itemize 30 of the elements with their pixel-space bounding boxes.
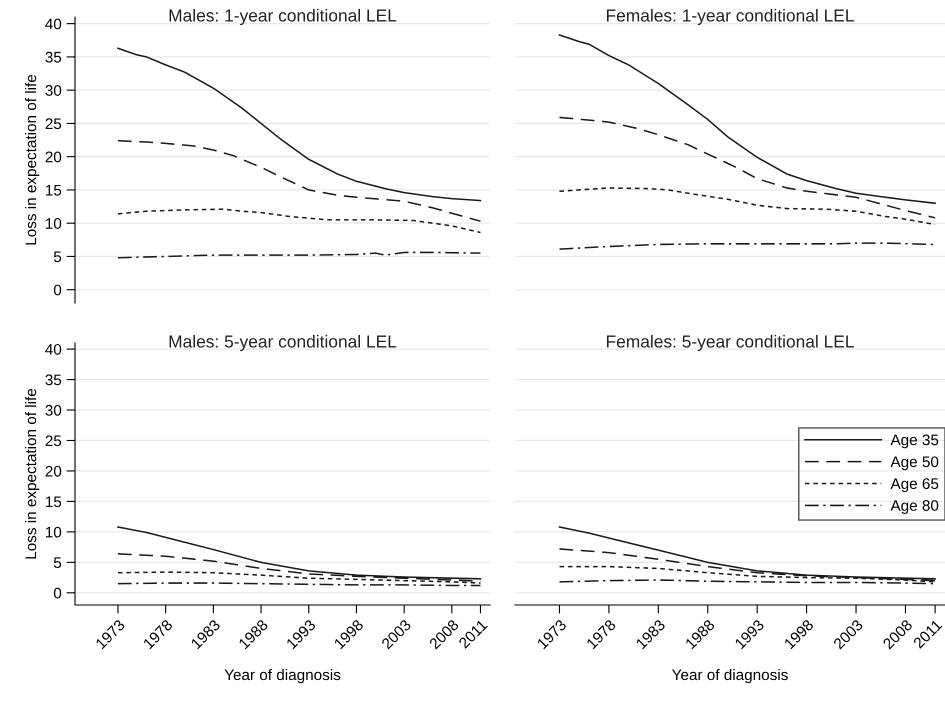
- legend-label: Age 35: [890, 434, 938, 448]
- legend-label: Age 80: [890, 500, 938, 514]
- y-tick-label: 20: [46, 152, 62, 162]
- y-tick-label: 40: [45, 18, 62, 30]
- y-tick-label: 10: [46, 218, 62, 229]
- y-tick-label: 25: [46, 118, 62, 130]
- chart-title: Females: 1-year conditional LEL: [606, 8, 854, 26]
- chart-title: Males: 1-year conditional LEL: [170, 8, 396, 26]
- chart-title: Males: 5-year conditional LEL: [170, 334, 396, 352]
- y-tick-label: 10: [46, 526, 62, 538]
- y-axis-title: Loss in expectation of life: [25, 388, 40, 559]
- y-tick-label: 5: [54, 557, 62, 568]
- y-tick-label: 35: [45, 52, 62, 63]
- y-tick-label: 35: [45, 374, 62, 386]
- legend-label: Age 65: [890, 478, 938, 492]
- y-tick-label: 40: [45, 344, 62, 355]
- y-axis-title: Loss in expectation of life: [25, 74, 40, 245]
- y-tick-label: 30: [45, 404, 62, 416]
- y-tick-label: 0: [54, 284, 62, 296]
- y-tick-label: 30: [45, 85, 62, 96]
- y-tick-label: 15: [46, 496, 62, 508]
- x-axis-title: Year of diagnosis: [672, 668, 788, 684]
- y-tick-label: 5: [54, 251, 62, 262]
- chart-title: Females: 5-year conditional LEL: [606, 334, 854, 352]
- y-tick-label: 15: [46, 184, 62, 196]
- y-tick-label: 25: [46, 435, 62, 446]
- legend-label: Age 50: [890, 456, 938, 470]
- y-tick-label: 20: [46, 466, 62, 477]
- x-axis-title: Year of diagnosis: [224, 668, 340, 684]
- y-tick-label: 0: [54, 588, 62, 598]
